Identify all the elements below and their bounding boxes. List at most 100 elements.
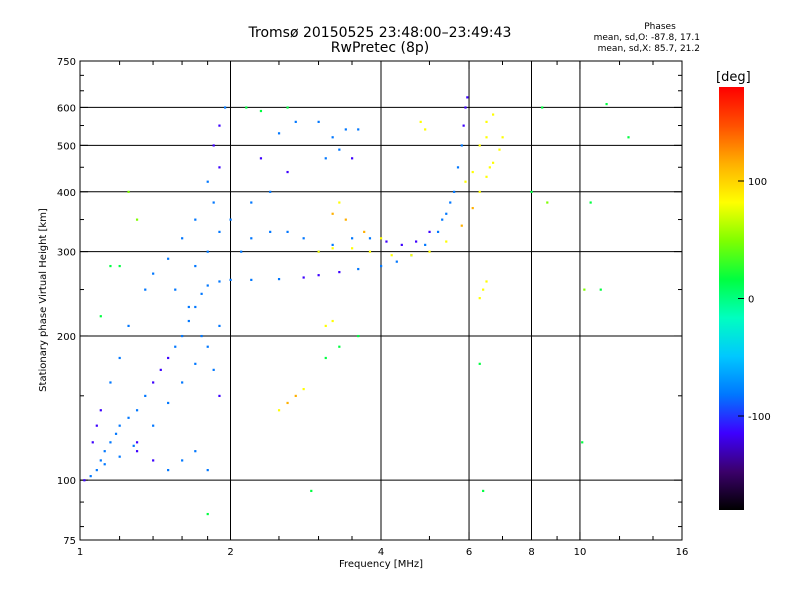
data-point-x [478, 190, 481, 193]
data-point-x [482, 288, 485, 291]
data-point-o [269, 230, 272, 233]
data-point-o [135, 441, 139, 444]
data-point-scattered [546, 201, 549, 204]
y-tick-label: 100 [57, 476, 76, 487]
data-point-o [344, 128, 347, 131]
data-point-o [331, 136, 334, 139]
data-point-scattered [589, 201, 592, 204]
colorbar-tick-label: 0 [748, 295, 754, 306]
x-axis-label: Frequency [MHz] [339, 559, 423, 570]
data-point-x [485, 175, 488, 178]
data-point-o [218, 166, 221, 169]
data-point-o [338, 270, 341, 274]
colorbar-tick-label: -100 [748, 412, 771, 423]
data-point-x [478, 144, 481, 147]
data-point-o [385, 240, 388, 243]
data-point-o [181, 381, 184, 384]
data-point-scattered [245, 106, 248, 109]
data-point-o [351, 237, 354, 240]
data-point-o [200, 292, 203, 295]
data-point-x [460, 224, 463, 227]
data-point-x [302, 387, 305, 391]
data-point-x [478, 297, 481, 300]
data-point-o [167, 469, 170, 472]
data-point-x [277, 409, 281, 412]
data-point-scattered [338, 345, 341, 348]
data-point-o [415, 240, 418, 243]
data-point-x [485, 280, 488, 283]
data-point-o [224, 106, 227, 109]
data-point-o [167, 356, 170, 360]
data-point-scattered [99, 315, 102, 318]
data-point-x [464, 180, 467, 183]
data-point-o [144, 288, 147, 291]
data-point-x [286, 401, 289, 405]
y-axis-label: Stationary phase Virtual Height [km] [38, 208, 49, 392]
data-point-o [229, 218, 232, 221]
data-point-x [294, 394, 297, 398]
data-point-o [206, 345, 209, 348]
data-point-o [135, 450, 139, 453]
data-point-o [250, 201, 253, 204]
data-point-o [118, 455, 121, 458]
data-point-o [357, 267, 360, 271]
data-point-scattered [109, 264, 112, 268]
data-point-x [424, 128, 427, 131]
data-point-o [194, 450, 197, 453]
data-point-x [491, 161, 495, 164]
data-point-o [449, 201, 452, 204]
data-point-o [206, 250, 209, 253]
data-point-o [181, 459, 184, 462]
data-point-scattered [135, 218, 139, 221]
data-point-o [441, 218, 444, 221]
data-point-x [491, 113, 495, 116]
data-point-o [132, 444, 135, 447]
data-point-o [269, 190, 272, 193]
data-point-o [152, 459, 155, 462]
data-point-o [95, 469, 98, 472]
data-point-o [464, 106, 467, 109]
data-point-o [152, 424, 155, 427]
data-point-o [317, 274, 320, 277]
data-point-o [206, 284, 209, 287]
stats-x: mean, sd,X: 85.7, 21.2 [597, 44, 700, 54]
data-point-o [114, 432, 118, 435]
data-point-o [218, 230, 221, 233]
grid-lines [80, 61, 682, 540]
data-point-x [331, 212, 334, 215]
data-point-o [324, 157, 327, 160]
data-point-x [419, 120, 422, 123]
data-point-o [250, 237, 253, 240]
data-point-o [194, 264, 197, 268]
data-point-o [206, 180, 209, 183]
data-point-o [206, 469, 209, 472]
data-point-o [181, 334, 184, 338]
data-point-o [400, 243, 403, 246]
data-point-o [229, 278, 232, 281]
data-point-x [471, 170, 474, 174]
data-point-scattered [482, 489, 485, 493]
colorbar-tick-label: 100 [748, 177, 767, 188]
data-point-o [167, 257, 170, 260]
data-point-o [200, 334, 203, 338]
data-point-o [95, 424, 98, 427]
data-point-o [277, 132, 281, 135]
data-point-x [485, 136, 488, 139]
x-tick-label: 16 [676, 547, 689, 558]
data-point-o [428, 230, 431, 233]
data-point-o [144, 394, 147, 398]
data-point-scattered [324, 356, 327, 360]
x-tick-label: 10 [574, 547, 587, 558]
data-point-o [152, 381, 155, 384]
data-point-o [103, 450, 106, 453]
stats-o: mean, sd,O: -87.8, 17.1 [593, 33, 700, 43]
data-point-o [103, 463, 106, 466]
data-point-o [286, 230, 289, 233]
y-tick-label: 500 [57, 141, 76, 152]
data-point-o [250, 278, 253, 281]
data-point-o [368, 237, 372, 240]
data-point-o [135, 409, 139, 412]
data-point-o [159, 368, 162, 371]
data-point-x [410, 254, 413, 257]
